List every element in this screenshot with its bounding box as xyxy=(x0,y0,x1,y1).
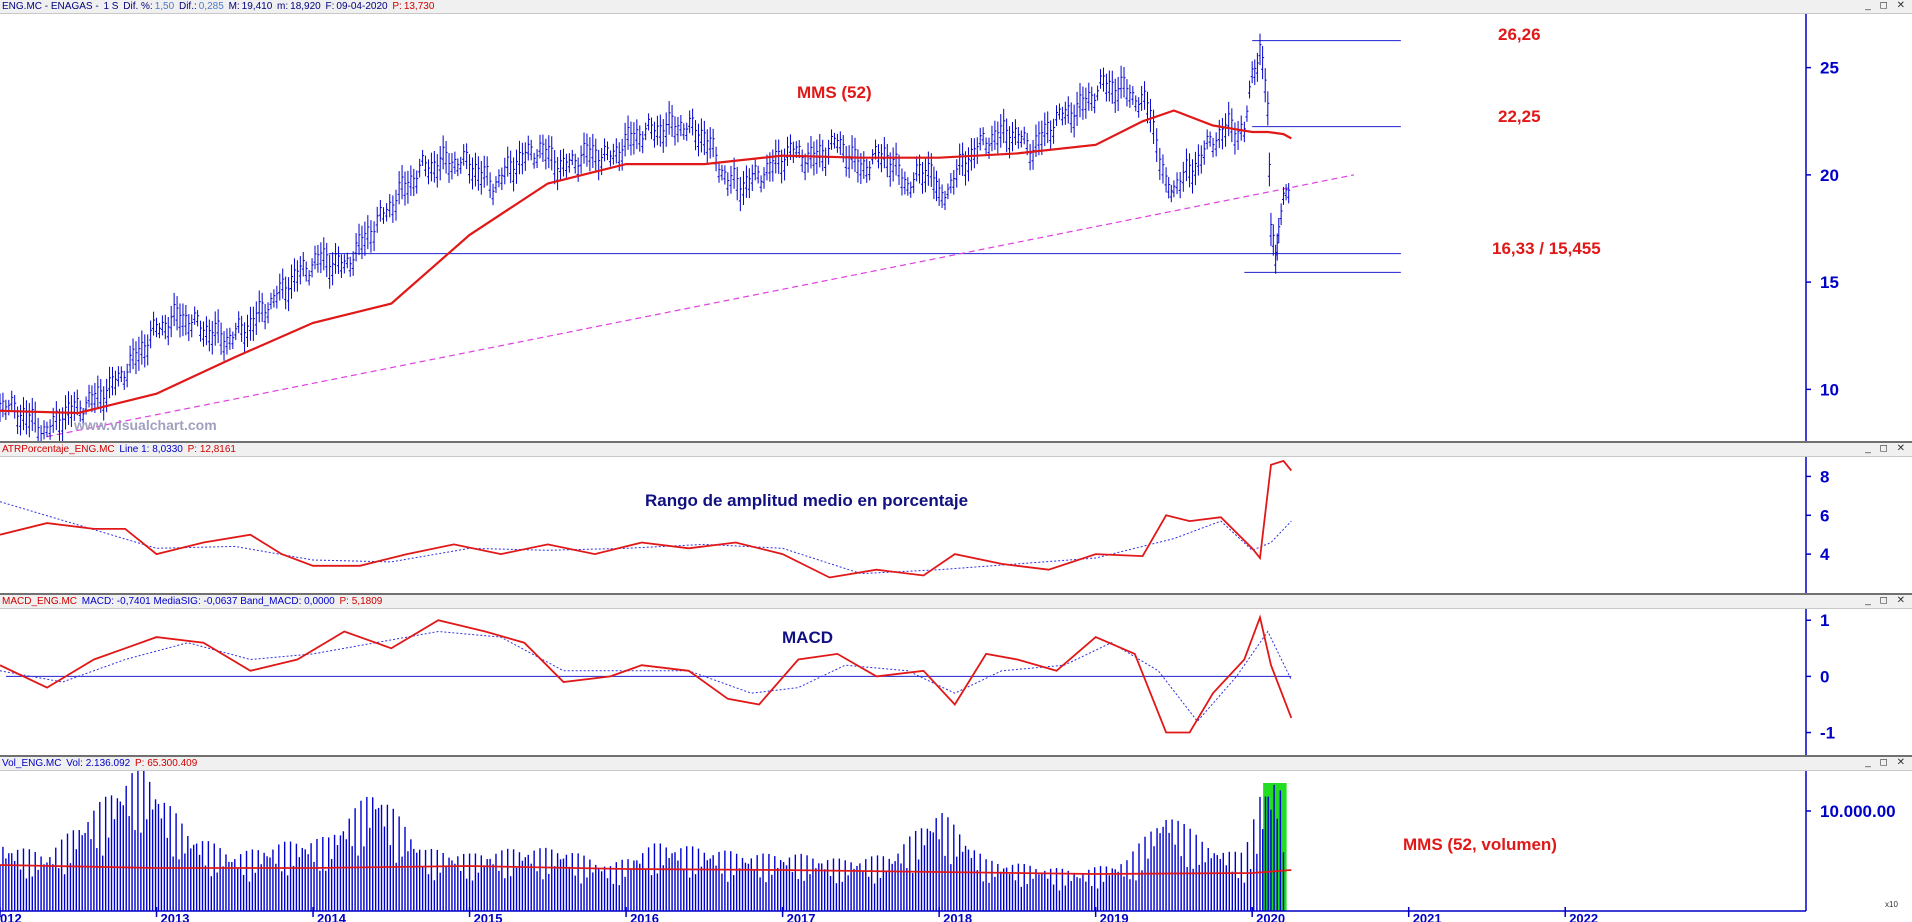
x-tick-label: 2013 xyxy=(161,911,190,922)
panel-window-buttons[interactable]: _ ◻ ✕ xyxy=(1865,757,1908,768)
price-symbol: ENG.MC - ENAGAS - xyxy=(2,1,99,12)
atr-name: ATRPorcentaje_ENG.MC xyxy=(2,444,115,455)
volume-panel: Vol_ENG.MC Vol: 2.136.092 P: 65.300.409 … xyxy=(0,757,1912,922)
y-tick-label: -1 xyxy=(1820,724,1835,743)
y-tick-label: 20 xyxy=(1820,166,1839,185)
panel-separator[interactable] xyxy=(0,441,1912,443)
vol-p: P: 65.300.409 xyxy=(134,758,198,769)
x-tick-label: 2016 xyxy=(630,911,659,922)
price-panel-title: ENG.MC - ENAGAS - 1 S Dif. %: 1,50 Dif.: 0… xyxy=(0,0,1912,14)
watermark: www.visualchart.com xyxy=(73,417,217,433)
price-chart: 10 15 20 25 MMS (52) 26,26 22,25 16,33 / 15,455… xyxy=(0,14,1839,449)
x-tick-label: 2017 xyxy=(787,911,816,922)
x-tick-label: 2014 xyxy=(317,911,347,922)
atr-chart: 4 6 8 Rango de amplitud medio en porcentaje xyxy=(0,457,1830,593)
atr-panel: ATRPorcentaje_ENG.MC Line 1: 8,0330 P: 1… xyxy=(0,443,1912,595)
trendline xyxy=(46,174,1355,438)
moving-average-line xyxy=(0,109,1292,415)
atr-annotation: Rango de amplitud medio en porcentaje xyxy=(645,491,968,510)
x-tick-label: 2018 xyxy=(943,911,972,922)
macd-line xyxy=(0,614,1293,734)
macd-fields: MACD: -0,7401 MediaSIG: -0,0637 Band_MAC… xyxy=(81,596,335,607)
macd-panel: MACD_ENG.MC MACD: -0,7401 MediaSIG: -0,0… xyxy=(0,595,1912,757)
macd-name: MACD_ENG.MC xyxy=(2,596,78,607)
field-value: 19,410 xyxy=(241,1,273,12)
volume-ma-line xyxy=(0,864,1292,875)
field-value: 0,285 xyxy=(198,1,224,12)
atr-panel-title: ATRPorcentaje_ENG.MC Line 1: 8,0330 P: 1… xyxy=(0,443,1912,457)
field-label: M: xyxy=(228,1,240,12)
field-label: Dif.: xyxy=(178,1,197,12)
y-tick-label: 25 xyxy=(1820,59,1839,78)
macd-p: P: 5,1809 xyxy=(339,596,383,607)
field-value: 13,730 xyxy=(403,1,435,12)
y-tick-label: 10 xyxy=(1820,380,1839,399)
volume-annotation: MMS (52, volumen) xyxy=(1403,835,1557,854)
vol-fields: Vol: 2.136.092 xyxy=(66,758,131,769)
panel-window-buttons[interactable]: _ ◻ ✕ xyxy=(1865,595,1908,606)
field-value: 18,920 xyxy=(290,1,321,12)
field-label: Dif. %: xyxy=(123,1,153,12)
field-label: F: xyxy=(325,1,335,12)
panel-separator[interactable] xyxy=(0,593,1912,595)
y-tick-label: 1 xyxy=(1820,611,1829,630)
y-tick-label: 6 xyxy=(1820,506,1829,525)
y-tick-label: 8 xyxy=(1820,467,1829,486)
macd-chart: -1 0 1 MACD xyxy=(0,609,1835,755)
atr-fields: Line 1: 8,0330 xyxy=(119,444,183,455)
scale-badge: x10 xyxy=(1885,900,1898,909)
x-tick-label: 2022 xyxy=(1569,911,1598,922)
atr-p: P: 12,8161 xyxy=(187,444,236,455)
macd-panel-title: MACD_ENG.MC MACD: -0,7401 MediaSIG: -0,0… xyxy=(0,595,1912,609)
x-tick-label: 012 xyxy=(0,911,22,922)
vol-name: Vol_ENG.MC xyxy=(2,758,62,769)
annotation-level-1: 26,26 xyxy=(1498,25,1541,44)
annotation-level-3: 16,33 / 15,455 xyxy=(1492,239,1601,258)
field-label: P: xyxy=(392,1,402,12)
x-tick-label: 2015 xyxy=(474,911,503,922)
annotation-mms: MMS (52) xyxy=(797,83,872,102)
y-tick-label: 4 xyxy=(1820,545,1830,564)
field-label: m: xyxy=(277,1,289,12)
volume-chart: 10.000.00 MMS (52, volumen) x10 012 2013 2014… xyxy=(0,771,1898,922)
field-value: 09-04-2020 xyxy=(336,1,388,12)
atr-line xyxy=(0,459,1293,579)
panel-window-buttons[interactable]: _ ◻ ✕ xyxy=(1865,0,1908,11)
price-panel: ENG.MC - ENAGAS - 1 S Dif. %: 1,50 Dif.: 0… xyxy=(0,0,1912,449)
y-tick-label: 0 xyxy=(1820,667,1829,686)
x-tick-label: 2020 xyxy=(1256,911,1285,922)
x-tick-label: 2019 xyxy=(1100,911,1129,922)
volume-panel-title: Vol_ENG.MC Vol: 2.136.092 P: 65.300.409 xyxy=(0,757,1912,771)
macd-annotation: MACD xyxy=(782,628,833,647)
panel-window-buttons[interactable]: _ ◻ ✕ xyxy=(1865,443,1908,454)
annotation-level-2: 22,25 xyxy=(1498,107,1541,126)
y-tick-label: 15 xyxy=(1820,273,1839,292)
atr-signal-line xyxy=(0,501,1292,575)
panel-separator[interactable] xyxy=(0,755,1912,757)
y-tick-label: 10.000.00 xyxy=(1820,802,1896,821)
x-tick-label: 2021 xyxy=(1413,911,1442,922)
field-value: 1,50 xyxy=(154,1,175,12)
price-period: 1 S xyxy=(103,1,119,12)
